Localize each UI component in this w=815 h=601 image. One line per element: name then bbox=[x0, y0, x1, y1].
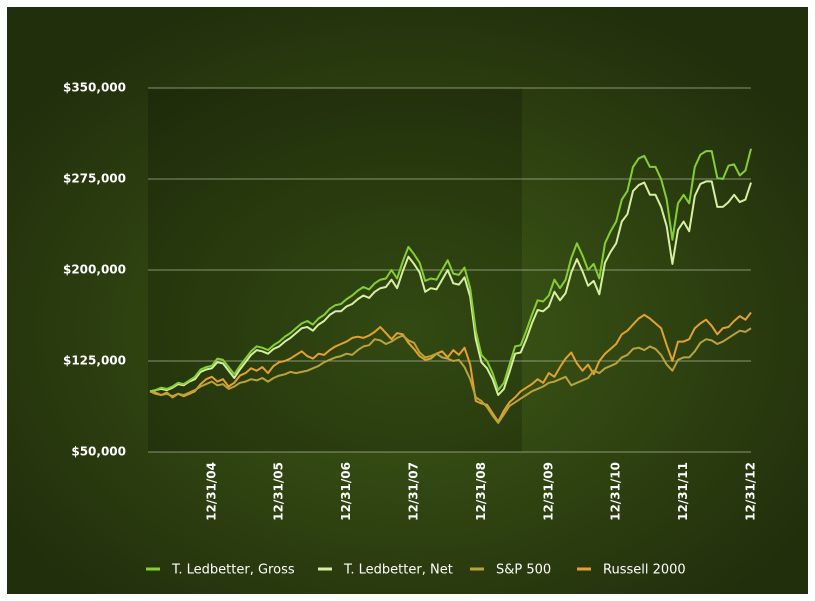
x-tick-label: 12/31/11 bbox=[676, 462, 690, 521]
legend-label: S&P 500 bbox=[496, 563, 551, 578]
series-line bbox=[149, 311, 752, 423]
series-line bbox=[149, 180, 752, 396]
legend-label: T. Ledbetter, Gross bbox=[171, 563, 295, 578]
series-line bbox=[149, 327, 752, 424]
x-tick-label: 12/31/09 bbox=[541, 462, 555, 521]
x-tick-label: 12/31/10 bbox=[609, 462, 623, 521]
y-tick-label: $200,000 bbox=[63, 263, 126, 277]
grid: $50,000 $125,000 $200,000 $275,000 $350,000 1… bbox=[63, 81, 758, 521]
background bbox=[7, 7, 808, 594]
legend-label: Russell 2000 bbox=[603, 563, 686, 578]
legend-label: T. Ledbetter, Net bbox=[343, 563, 453, 578]
x-tick-label: 12/31/04 bbox=[204, 462, 218, 521]
y-tick-label: $50,000 bbox=[71, 445, 126, 459]
x-tick-label: 12/31/05 bbox=[272, 462, 286, 521]
legend: T. Ledbetter, Gross T. Ledbetter, Net S&P … bbox=[146, 563, 686, 578]
y-tick-label: $350,000 bbox=[63, 81, 126, 95]
x-tick-label: 12/31/08 bbox=[474, 462, 488, 521]
plot bbox=[149, 148, 752, 424]
x-tick-label: 12/31/12 bbox=[744, 462, 758, 521]
y-tick-label: $125,000 bbox=[63, 354, 126, 368]
x-tick-label: 12/31/07 bbox=[406, 462, 420, 521]
x-tick-label: 12/31/06 bbox=[339, 462, 353, 521]
y-tick-label: $275,000 bbox=[63, 172, 126, 186]
series-line bbox=[149, 148, 752, 393]
